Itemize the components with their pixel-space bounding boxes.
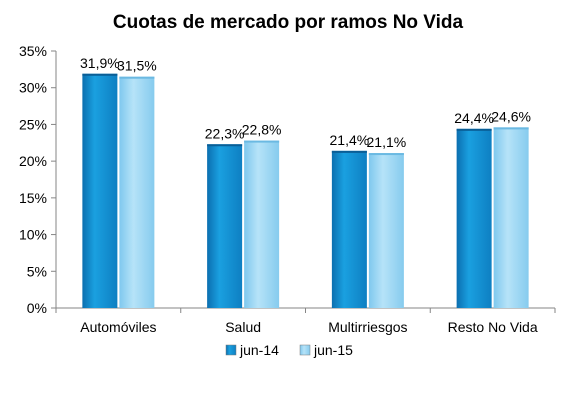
y-tick-label: 0%: [27, 300, 47, 316]
bar-top-edge: [82, 73, 118, 76]
x-tick-label: Resto No Vida: [448, 319, 538, 335]
legend-swatch-jun-14: [225, 344, 237, 356]
y-tick-label: 15%: [19, 190, 47, 206]
data-label: 22,3%: [205, 125, 245, 141]
legend-swatch-jun-15: [299, 344, 311, 356]
legend-label: jun-14: [239, 342, 279, 358]
bar-top-edge: [207, 144, 243, 147]
x-tick-label: Automóviles: [80, 319, 156, 335]
y-tick-label: 5%: [27, 263, 47, 279]
bar-top-edge: [456, 128, 492, 131]
data-label: 31,9%: [80, 55, 120, 71]
bar-top-edge: [244, 140, 280, 143]
bar-jun-15-Automóviles: [119, 76, 155, 308]
data-label: 22,8%: [242, 122, 282, 138]
y-tick-label: 35%: [19, 43, 47, 59]
legend-label: jun-15: [313, 342, 353, 358]
data-label: 24,6%: [491, 108, 531, 124]
x-tick-label: Salud: [225, 319, 261, 335]
data-label: 21,4%: [330, 132, 370, 148]
bar-jun-15-Salud: [244, 140, 280, 308]
bar-jun-14-Automóviles: [82, 73, 118, 309]
bar-jun-14-Salud: [207, 144, 243, 308]
bar-jun-14-Multirriesgos: [331, 150, 367, 308]
bar-top-edge: [119, 76, 155, 79]
data-label: 24,4%: [454, 110, 494, 126]
y-tick-label: 25%: [19, 116, 47, 132]
y-tick-label: 20%: [19, 153, 47, 169]
y-tick-label: 10%: [19, 227, 47, 243]
bar-top-edge: [368, 153, 404, 156]
chart-title: Cuotas de mercado por ramos No Vida: [113, 12, 464, 33]
data-label: 31,5%: [117, 58, 157, 74]
bar-jun-15-Multirriesgos: [368, 153, 404, 308]
x-tick-label: Multirriesgos: [328, 319, 407, 335]
bar-top-edge: [331, 150, 367, 153]
data-label: 21,1%: [367, 134, 407, 150]
bar-jun-15-Resto No Vida: [493, 127, 529, 308]
bar-jun-14-Resto No Vida: [456, 128, 492, 308]
bar-top-edge: [493, 127, 529, 130]
y-tick-label: 30%: [19, 80, 47, 96]
